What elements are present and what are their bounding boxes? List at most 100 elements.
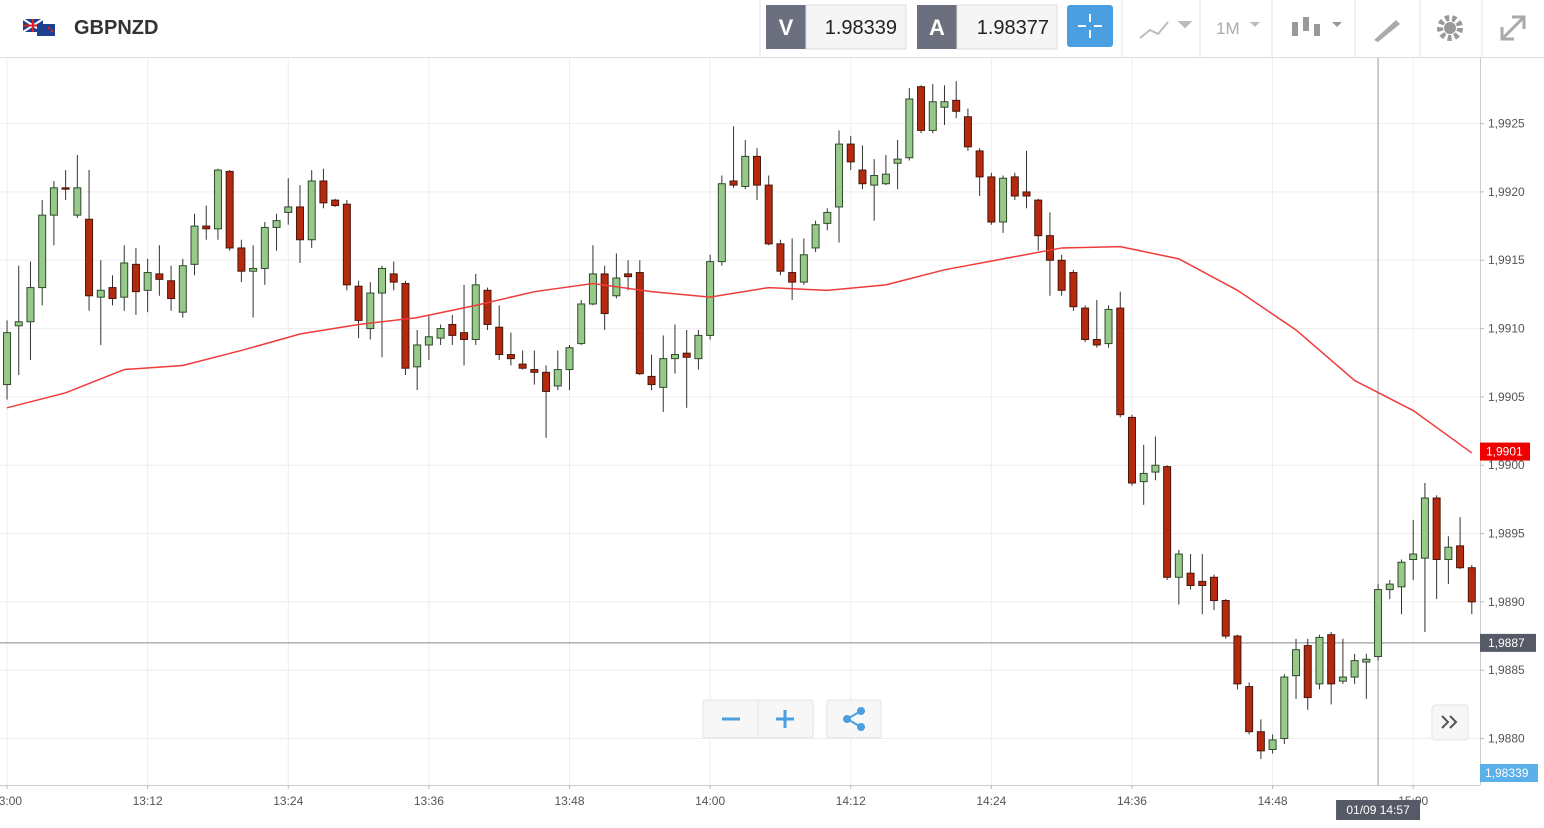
y-tick-label: 1,9880: [1488, 732, 1525, 746]
bid-button[interactable]: [766, 5, 806, 49]
candle-body: [1069, 272, 1078, 308]
y-tick-label: 1,9905: [1488, 390, 1525, 404]
candle-body: [1444, 546, 1453, 561]
settings-core: [1444, 22, 1456, 34]
candle-body: [389, 273, 398, 283]
candle-body: [600, 273, 609, 315]
candle-body: [881, 173, 890, 185]
candle-body: [1127, 416, 1136, 484]
candle-body: [1221, 600, 1230, 637]
draw-button[interactable]: [1374, 20, 1400, 42]
symbol: GBPNZD: [74, 17, 158, 39]
y-tick-label: 1,9885: [1488, 663, 1525, 677]
candle-body: [588, 273, 597, 305]
candle-body: [1057, 259, 1066, 291]
ask-box: [956, 4, 1058, 50]
candle-body: [1139, 472, 1148, 483]
candle-body: [1104, 308, 1113, 345]
share-button[interactable]: [843, 707, 865, 731]
candle-body: [413, 344, 422, 368]
y-tick-label: 1,9925: [1488, 117, 1525, 131]
candle-body: [928, 101, 937, 131]
candle-body: [917, 86, 926, 131]
candle-body: [1198, 580, 1207, 586]
candle-body: [1280, 676, 1289, 740]
candle-body: [940, 101, 949, 108]
candle-body: [225, 170, 234, 249]
candle-body: [471, 284, 480, 341]
candle-type-button[interactable]: [1292, 17, 1342, 36]
candle-body: [553, 369, 562, 387]
x-tick-label: 13:00: [0, 794, 22, 808]
settings-button[interactable]: [1437, 15, 1463, 41]
candle-body: [178, 265, 187, 313]
chart-type-button[interactable]: [1139, 21, 1193, 39]
candle-body: [776, 243, 785, 272]
y-tick-label: 1,9895: [1488, 527, 1525, 541]
candle-body: [108, 287, 117, 300]
candle-body: [120, 262, 129, 298]
timeframe-button[interactable]: 1M: [1216, 19, 1240, 38]
moving-average: [6, 245, 1473, 454]
candle-body: [26, 287, 35, 323]
candle-body: [729, 180, 738, 186]
candle-body: [963, 116, 972, 148]
candle-body: [460, 332, 469, 341]
y-tick-label: 1,9920: [1488, 185, 1525, 199]
candle-body: [401, 282, 410, 369]
candle-body: [1362, 658, 1371, 663]
candle-body: [14, 321, 23, 327]
ask-price: 1.98377: [977, 17, 1049, 39]
candle-body: [1151, 464, 1160, 473]
candle-body: [424, 336, 433, 346]
ask-button[interactable]: [917, 5, 957, 49]
x-tick-label: 14:24: [976, 794, 1006, 808]
ask-label: A: [929, 15, 945, 40]
candle-body: [952, 99, 961, 112]
candle-body: [1385, 583, 1394, 591]
candle-body: [1174, 553, 1183, 578]
candle-body: [1268, 739, 1277, 750]
candle-body: [1163, 466, 1172, 578]
candle-body: [237, 247, 246, 272]
bid-price: 1.98339: [825, 17, 897, 39]
candle-body: [706, 261, 715, 336]
crosshair-badge: [1336, 800, 1421, 820]
y-tick-label: 1,9915: [1488, 253, 1525, 267]
candle-body: [987, 176, 996, 223]
candle-body: [1397, 561, 1406, 588]
candle-body: [495, 326, 504, 356]
candle-body: [741, 155, 750, 187]
candle-body: [1327, 634, 1336, 685]
candle-body: [1022, 191, 1031, 197]
candle-body: [764, 184, 773, 245]
y-tick-label: 1,9890: [1488, 595, 1525, 609]
candle-body: [213, 169, 222, 230]
candle-body: [846, 143, 855, 163]
candle-body: [905, 98, 914, 159]
last-price-badge: [1480, 633, 1536, 652]
candle-body: [1092, 339, 1101, 346]
scroll-right[interactable]: [1441, 715, 1458, 729]
fullscreen-button[interactable]: [1500, 15, 1526, 41]
candle-body: [893, 158, 902, 164]
candle-body: [1338, 676, 1347, 682]
crosshair-button[interactable]: [1067, 5, 1113, 47]
candle-body: [155, 273, 164, 280]
candle-body: [659, 358, 668, 388]
candle-body: [752, 155, 761, 186]
candle-body: [1045, 235, 1054, 261]
toolbar-separators: [759, 0, 1483, 57]
candle-body: [38, 214, 47, 289]
candle-body: [1409, 553, 1418, 561]
candle-body: [1209, 576, 1218, 602]
candle-body: [542, 371, 551, 392]
candle-body: [366, 292, 375, 330]
candle-body: [682, 352, 691, 358]
zoom-in[interactable]: [776, 710, 794, 728]
bid-box: [805, 4, 907, 50]
candle-body: [1010, 176, 1019, 197]
y-tick-label: 1,9900: [1488, 458, 1525, 472]
ma-badge-label: 1,9901: [1486, 445, 1523, 459]
